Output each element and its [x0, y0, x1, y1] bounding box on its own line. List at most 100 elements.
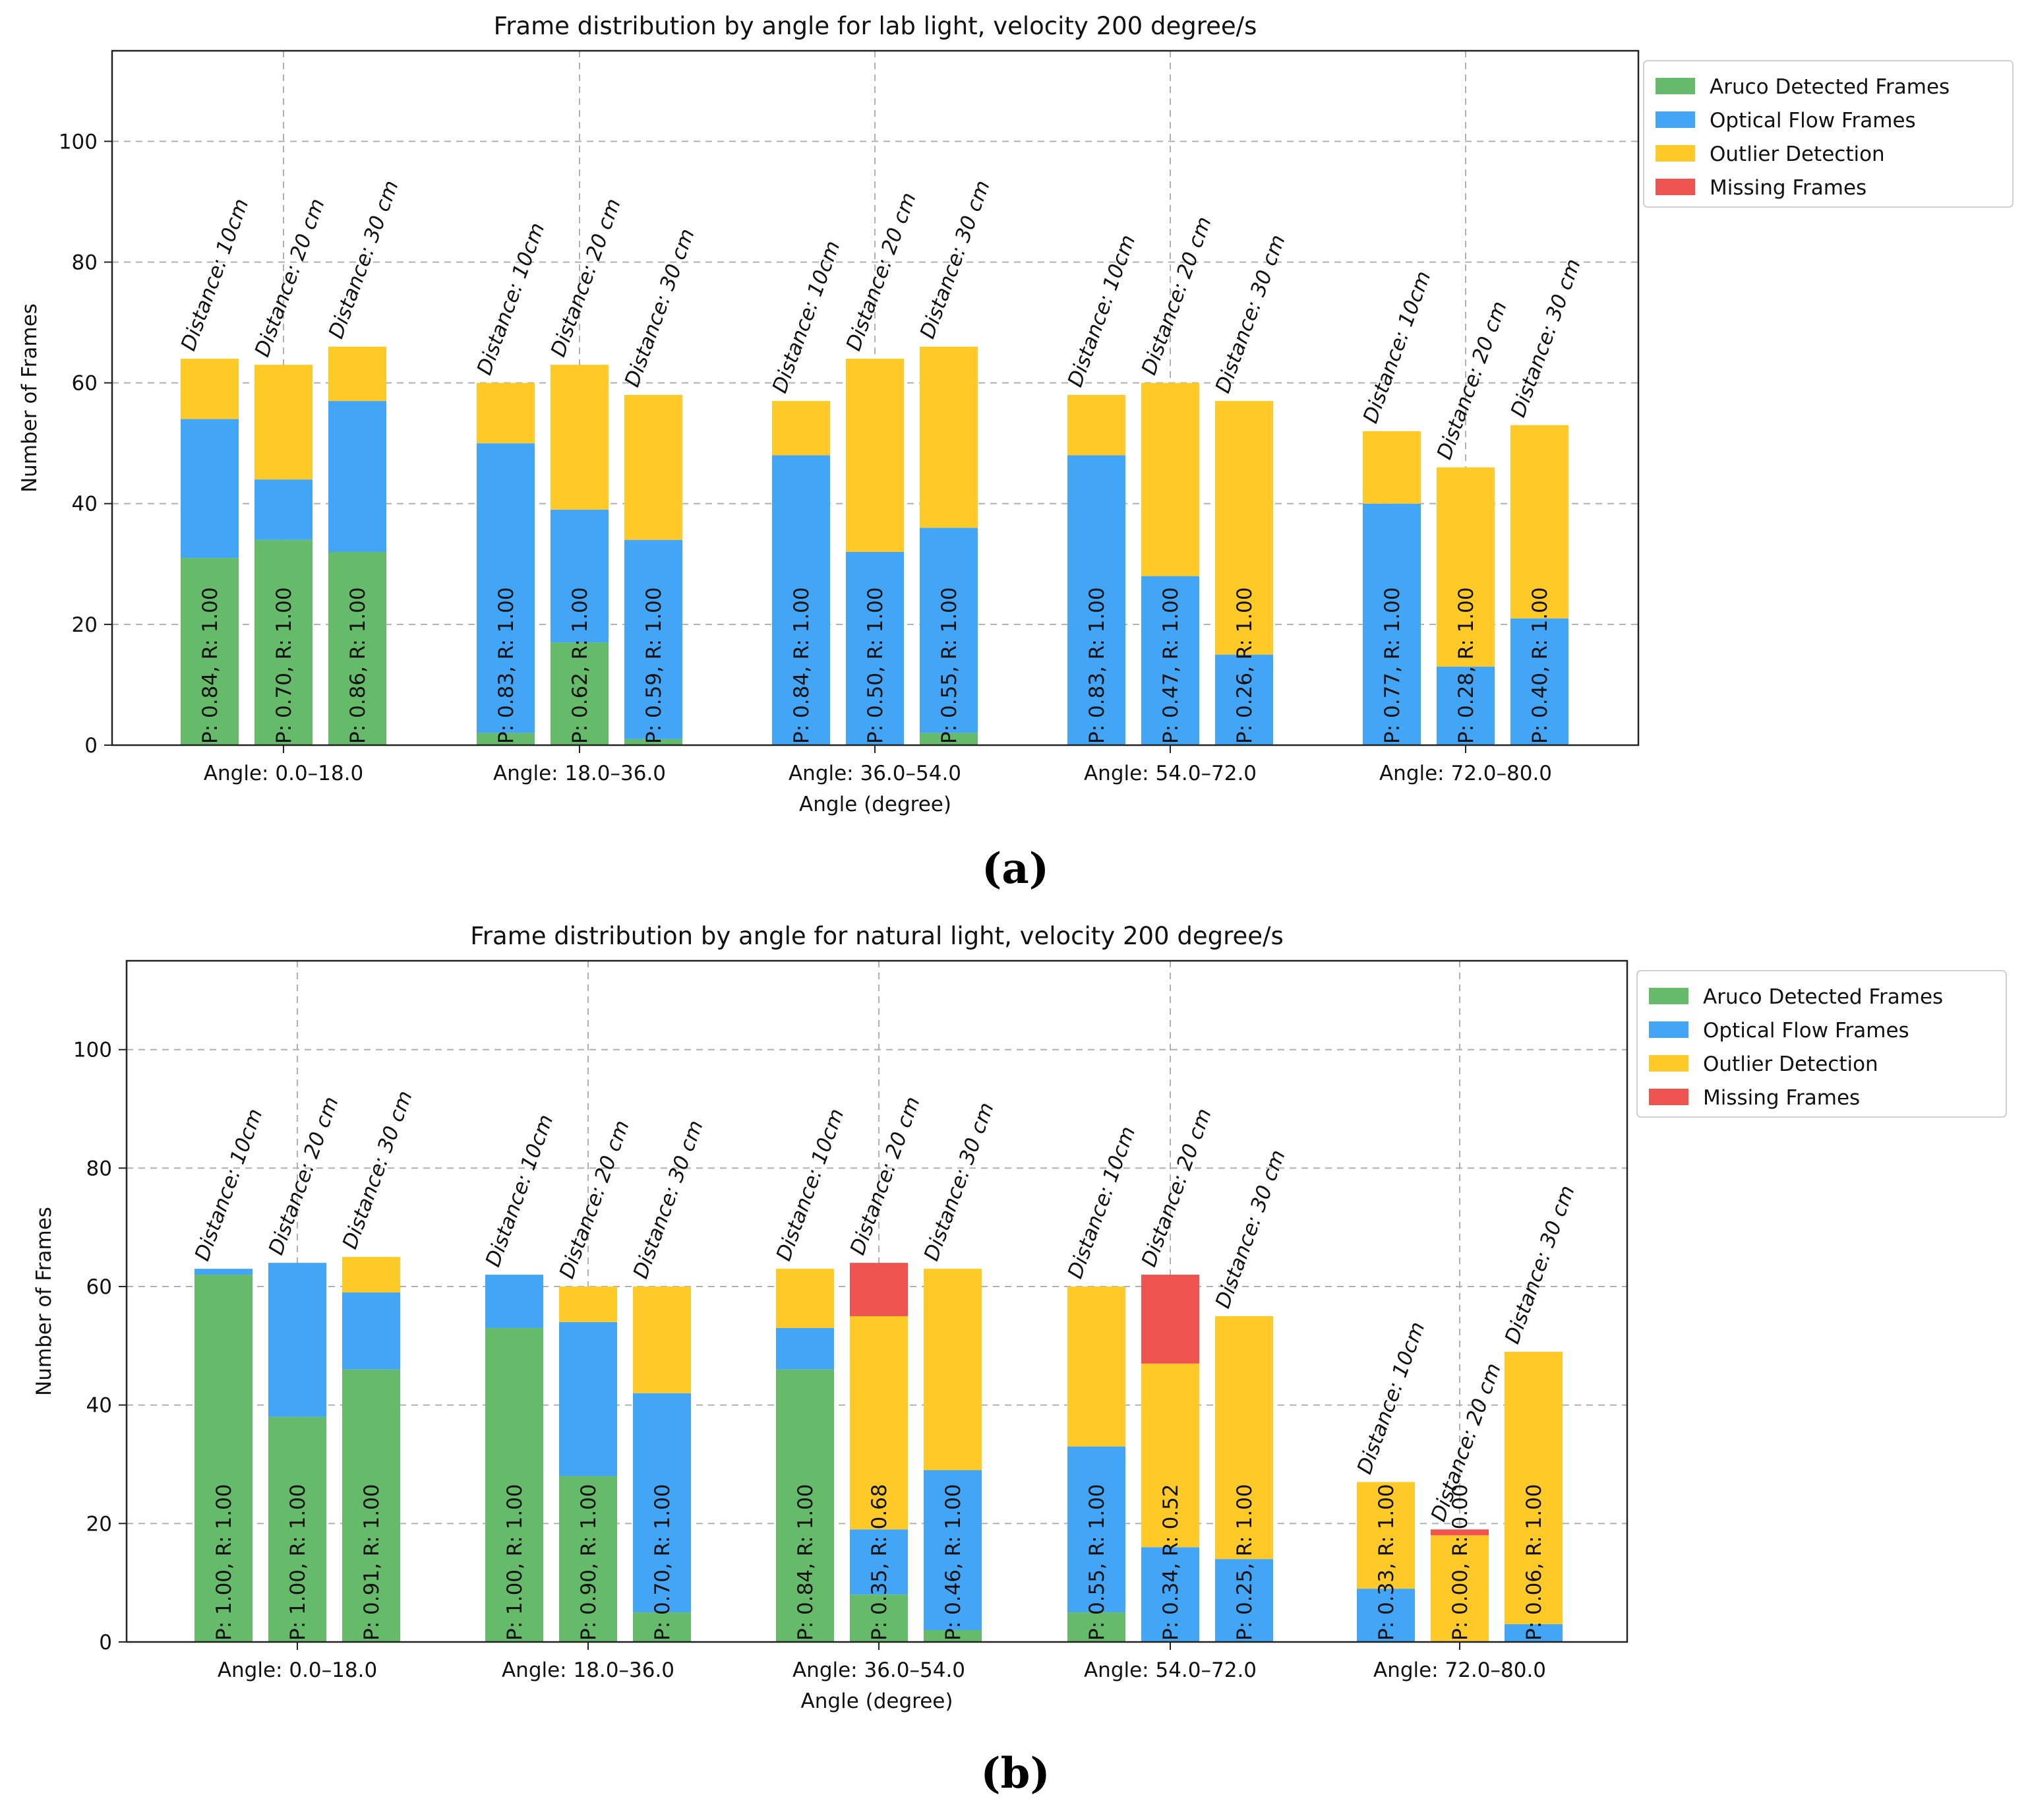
bar-pr-label: P: 0.55, R: 1.00	[938, 587, 961, 744]
bar-segment-outlier	[1431, 1535, 1489, 1642]
bar-segment-aruco	[254, 539, 313, 745]
x-tick-label: Angle: 54.0–72.0	[1084, 1658, 1257, 1682]
x-tick-label: Angle: 72.0–80.0	[1373, 1658, 1546, 1682]
x-axis-label: Angle (degree)	[801, 1689, 953, 1713]
legend-label: Aruco Detected Frames	[1710, 75, 1950, 99]
bar-pr-label: P: 0.06, R: 1.00	[1522, 1484, 1546, 1641]
bar-segment-outlier	[1505, 1351, 1563, 1625]
bar-distance-label: Distance: 20 cm	[547, 195, 626, 359]
panel-label-b: (b)	[980, 1749, 1050, 1798]
bar-segment-outlier	[1510, 425, 1568, 619]
bar-segment-outlier	[1215, 401, 1273, 655]
bar-segment-missing	[1141, 1275, 1199, 1364]
y-axis-label: Number of Frames	[32, 1207, 56, 1396]
bar-distance-label: Distance: 10cm	[772, 1106, 849, 1264]
bar-pr-label: P: 0.26, R: 1.00	[1233, 587, 1257, 744]
bar-segment-outlier	[1141, 1363, 1199, 1548]
legend-swatch-outlier	[1656, 145, 1695, 162]
bar-distance-label: Distance: 10cm	[177, 195, 254, 353]
legend-label: Outlier Detection	[1710, 142, 1885, 166]
bar-pr-label: P: 0.47, R: 1.00	[1159, 587, 1183, 744]
bar-pr-label: P: 0.00, R: 0.00	[1448, 1484, 1472, 1641]
bar-segment-outlier	[1067, 1287, 1125, 1447]
x-tick-label: Angle: 36.0–54.0	[789, 762, 961, 785]
bar-segment-optical	[772, 455, 830, 745]
bar-segment-outlier	[776, 1269, 834, 1328]
bar-pr-label: P: 0.55, R: 1.00	[1085, 1484, 1109, 1641]
y-tick-label: 100	[73, 1039, 112, 1062]
bar-segment-aruco	[776, 1369, 834, 1642]
bar-pr-label: P: 0.59, R: 1.00	[642, 587, 666, 744]
bar-segment-aruco	[181, 558, 239, 745]
legend-swatch-outlier	[1649, 1055, 1688, 1072]
bar-segment-outlier	[551, 365, 609, 510]
plot-frame	[111, 49, 1640, 746]
x-tick-label: Angle: 18.0–36.0	[493, 762, 666, 785]
bar-distance-label: Distance: 30 cm	[1501, 1182, 1580, 1347]
bar-pr-label: P: 0.46, R: 1.00	[941, 1484, 965, 1641]
bar-distance-label: Distance: 30 cm	[620, 226, 700, 390]
chart-natural-light: Frame distribution by angle for natural …	[32, 922, 2007, 1713]
bar-segment-optical	[1505, 1624, 1563, 1642]
bar-pr-label: P: 0.86, R: 1.00	[346, 587, 370, 744]
y-tick-label: 80	[72, 251, 98, 274]
legend-label: Missing Frames	[1710, 176, 1866, 200]
legend-swatch-optical	[1656, 111, 1695, 128]
bar-distance-label: Distance: 30 cm	[916, 177, 995, 342]
legend-label: Aruco Detected Frames	[1703, 985, 1943, 1009]
bar-segment-optical	[1357, 1589, 1415, 1642]
bar-segment-outlier	[559, 1287, 617, 1322]
y-tick-label: 60	[86, 1275, 112, 1299]
legend-label: Optical Flow Frames	[1703, 1019, 1909, 1043]
bar-segment-aruco	[477, 733, 535, 745]
bar-segment-optical	[624, 539, 682, 739]
bar-pr-label: P: 0.35, R: 0.68	[868, 1484, 891, 1641]
bar-segment-outlier	[924, 1269, 982, 1471]
bar-segment-optical	[1141, 1547, 1199, 1642]
legend-swatch-aruco	[1649, 988, 1688, 1004]
bar-segment-outlier	[342, 1257, 400, 1293]
bar-distance-label: Distance: 20 cm	[1137, 1105, 1216, 1269]
bar-distance-label: Distance: 10cm	[473, 220, 550, 378]
y-tick-label: 80	[86, 1157, 112, 1180]
bar-pr-label: P: 0.84, R: 1.00	[790, 587, 814, 744]
y-tick-label: 40	[72, 493, 98, 516]
y-tick-label: 60	[72, 372, 98, 396]
legend-label: Outlier Detection	[1703, 1052, 1878, 1076]
bar-pr-label: P: 0.77, R: 1.00	[1381, 587, 1404, 744]
y-axis-label: Number of Frames	[18, 303, 42, 493]
bar-segment-optical	[559, 1321, 617, 1476]
legend-swatch-optical	[1649, 1021, 1688, 1038]
bar-distance-label: Distance: 30 cm	[324, 177, 403, 342]
bar-segment-optical	[1363, 503, 1421, 745]
bar-pr-label: P: 1.00, R: 1.00	[286, 1484, 310, 1641]
bar-pr-label: P: 0.70, R: 1.00	[272, 587, 296, 744]
bar-segment-optical	[850, 1529, 908, 1595]
bar-segment-aruco	[559, 1476, 617, 1642]
bar-segment-outlier	[328, 346, 386, 402]
bar-segment-optical	[1215, 654, 1273, 745]
x-tick-label: Angle: 54.0–72.0	[1084, 762, 1257, 785]
bar-segment-aruco	[1067, 1612, 1125, 1642]
bar-distance-label: Distance: 20 cm	[1433, 298, 1512, 462]
y-tick-label: 0	[99, 1631, 112, 1654]
bar-segment-outlier	[772, 401, 830, 456]
x-axis-label: Angle (degree)	[799, 793, 951, 816]
bar-segment-optical	[633, 1393, 691, 1613]
panel-label-a: (a)	[981, 844, 1050, 894]
y-tick-label: 0	[84, 734, 98, 758]
bar-segment-optical	[328, 401, 386, 552]
bar-segment-aruco	[633, 1612, 691, 1642]
bar-segment-outlier	[1437, 467, 1495, 667]
bar-distance-label: Distance: 30 cm	[338, 1087, 417, 1252]
bar-distance-label: Distance: 30 cm	[629, 1117, 708, 1281]
bar-distance-label: Distance: 10cm	[191, 1106, 268, 1264]
bar-segment-outlier	[1141, 382, 1199, 576]
bar-segment-aruco	[924, 1630, 982, 1642]
bar-pr-label: P: 0.40, R: 1.00	[1528, 587, 1552, 744]
bar-segment-aruco	[342, 1369, 400, 1642]
bar-pr-label: P: 0.70, R: 1.00	[651, 1484, 674, 1641]
bar-segment-outlier	[181, 358, 239, 419]
legend-swatch-missing	[1656, 179, 1695, 195]
